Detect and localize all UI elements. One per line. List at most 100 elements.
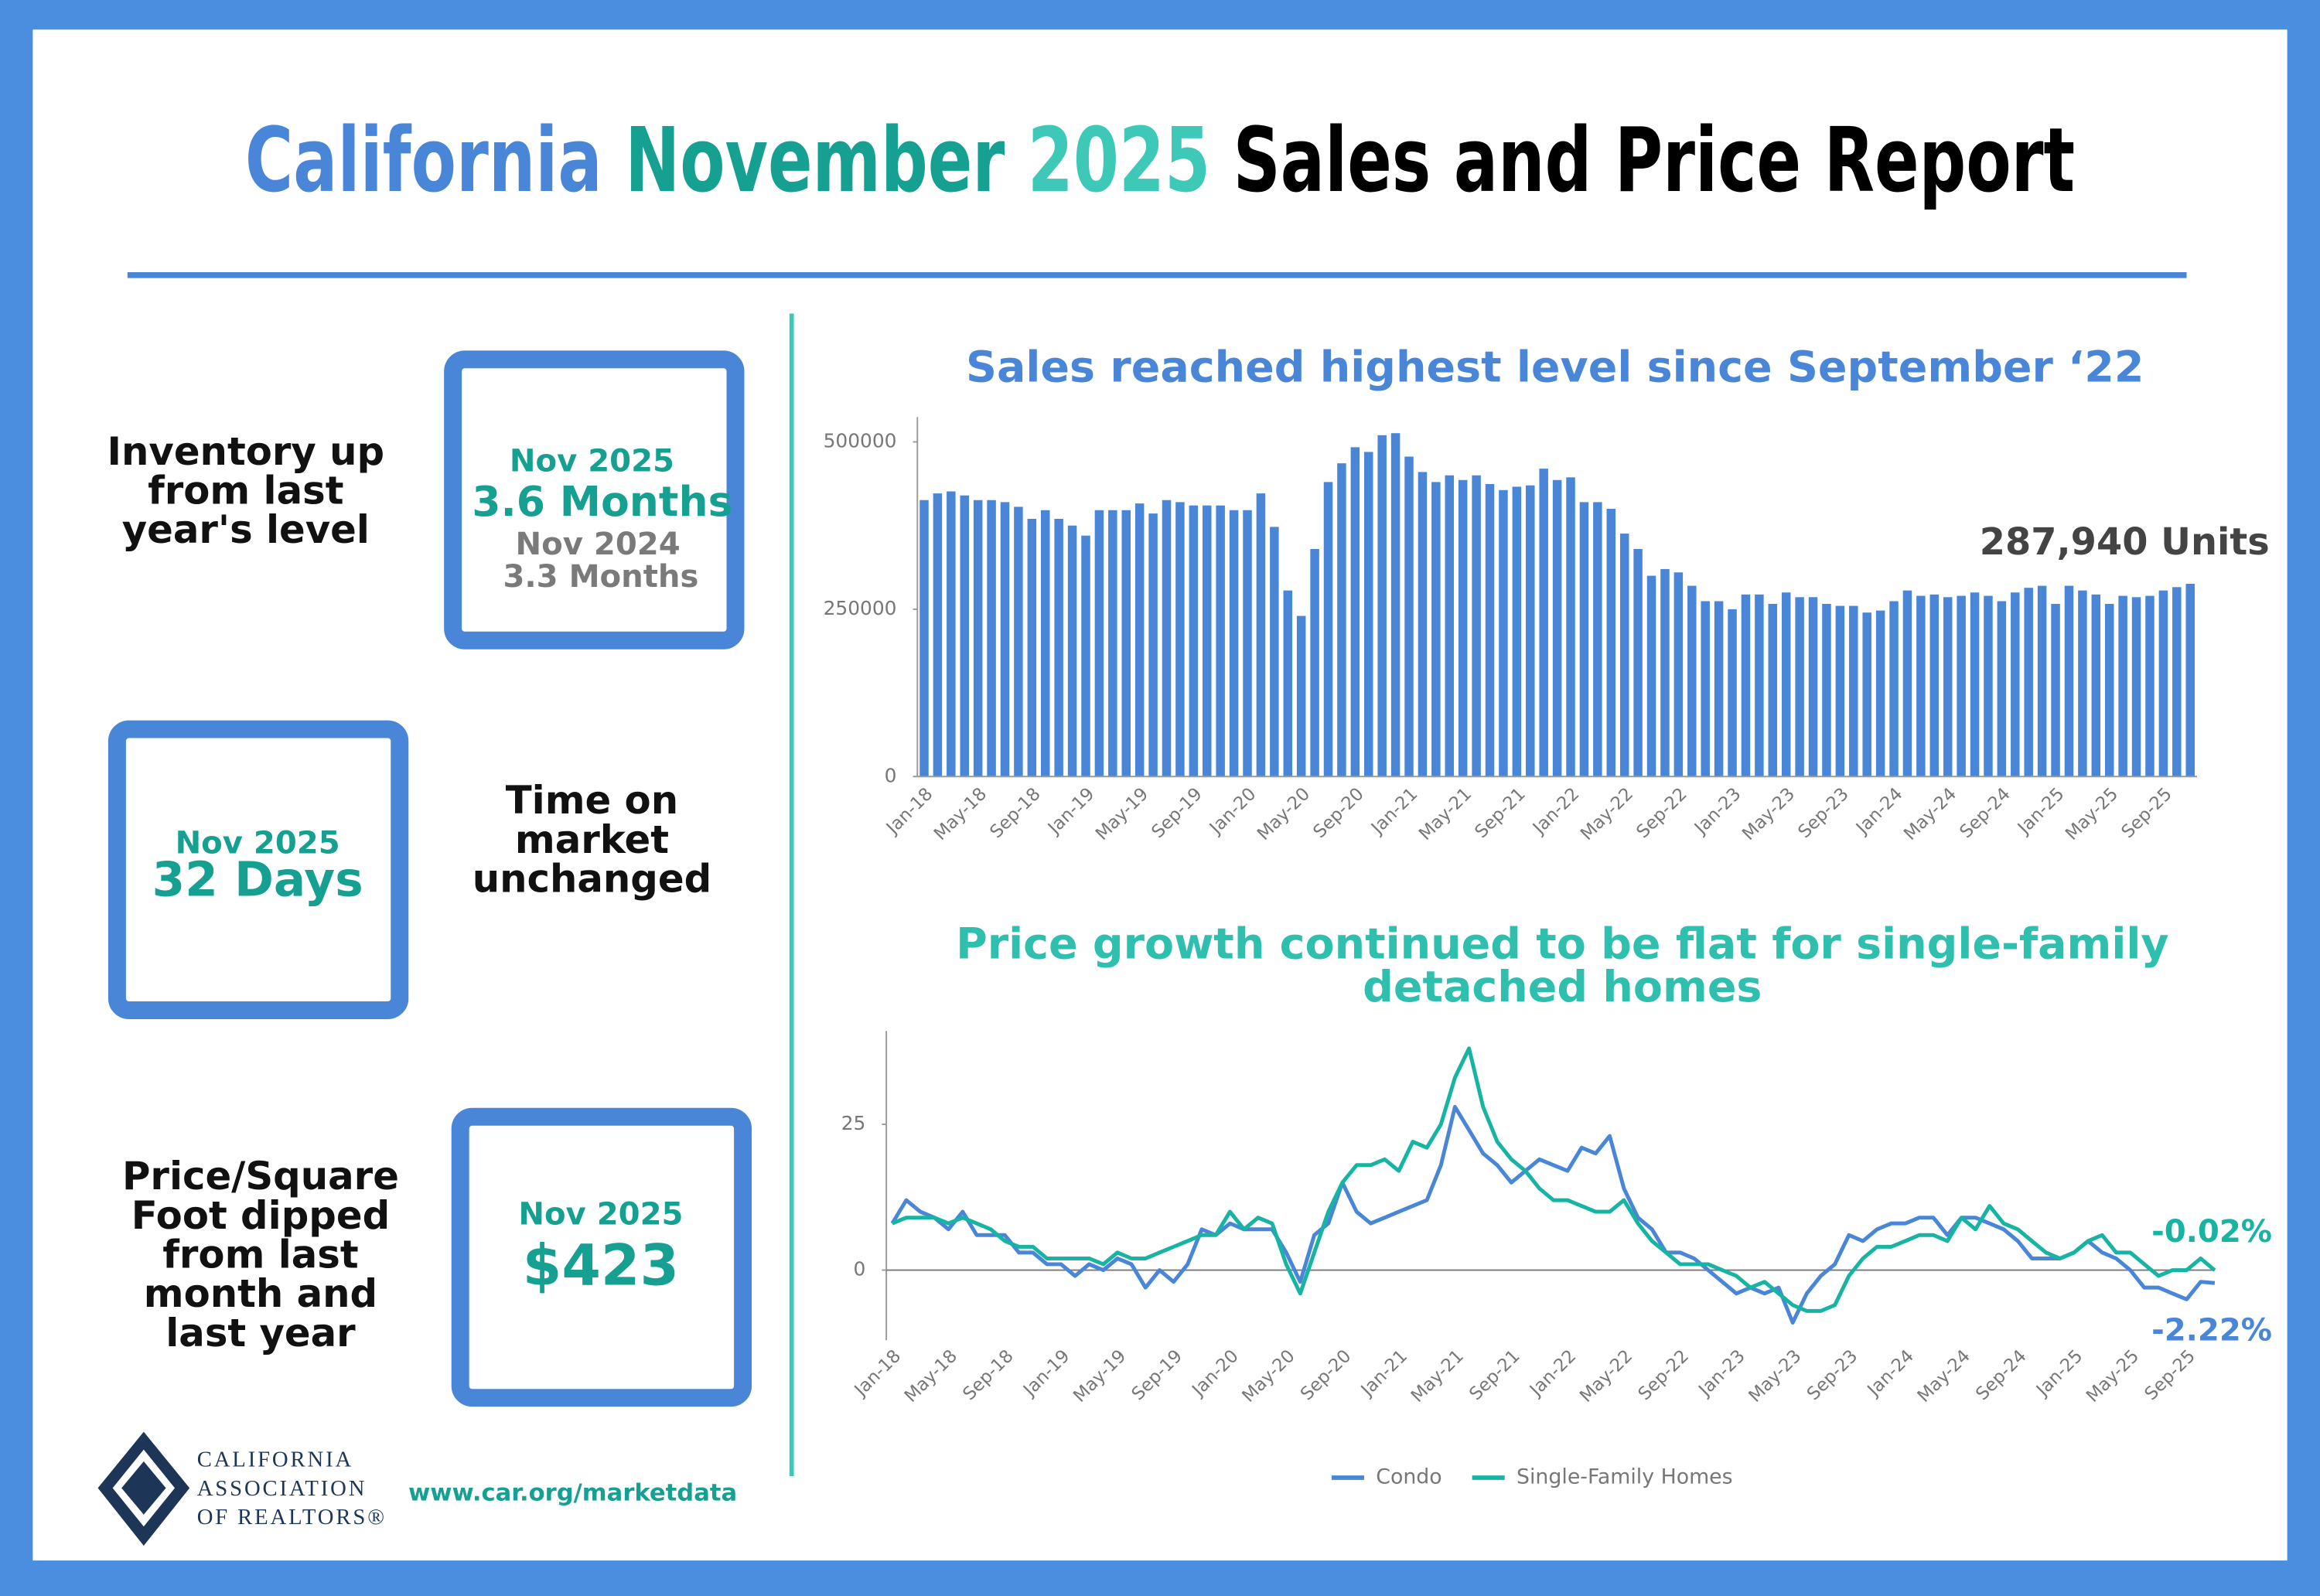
bar [2104,603,2114,777]
bar [2078,590,2087,777]
bar [1229,510,1239,777]
days-box [107,720,409,1019]
bar [1404,456,1414,777]
stat-value: 32 Days [152,853,363,908]
bar [1458,479,1468,777]
bar [1485,483,1495,777]
bar [1027,519,1037,777]
bar [1835,605,1845,777]
chart-title: Price growth continued to be flat for si… [956,919,2168,969]
bar [1875,610,1885,777]
period: Nov 2025 [510,444,674,479]
bar [1175,502,1185,777]
stat-label: market [515,817,669,862]
bar [2091,594,2101,777]
y-tick-label: 250000 [824,597,897,619]
logo-text: ASSOCIATION [197,1476,367,1501]
bar [1579,502,1589,777]
bar [2051,603,2060,777]
bar [1256,493,1266,777]
bar [1014,506,1023,777]
bar [2037,585,2047,777]
bar [1283,590,1293,777]
bar [1849,605,1858,777]
stat-label: Price/Square [122,1154,399,1199]
bar [1701,601,1710,777]
bar [1741,594,1751,777]
bar [1916,595,1926,777]
stat-value: 3.3 Months [503,559,698,595]
bar [1364,452,1373,777]
bar [2024,588,2033,777]
bar [1512,486,1522,777]
logo-text: CALIFORNIA [197,1448,353,1472]
stat-label: Foot dipped [131,1193,390,1238]
bar [1189,505,1199,777]
bar [1162,500,1172,777]
bar [1687,585,1697,777]
bar [1593,502,1602,777]
bar [1808,597,1818,777]
bar [1323,482,1333,777]
bar [1067,525,1077,777]
stat-value: $423 [523,1233,679,1298]
stat-label: Time on [506,778,678,823]
bar [2185,584,2195,777]
bar [2131,597,2141,777]
bar [960,495,969,777]
bar [1000,502,1010,777]
bar [1296,616,1306,777]
legend-label: Single-Family Homes [1517,1465,1733,1489]
stat-label: last year [165,1311,356,1356]
logo-text: OF REALTORS® [197,1505,387,1530]
stat-label: Inventory up [107,429,385,474]
bar [1997,601,2007,777]
bar [1134,503,1145,777]
bar [1108,510,1117,777]
bar [1970,592,1980,777]
title-part: California [245,109,602,213]
title-part: 2025 [1028,109,1210,213]
bar [1957,595,1966,777]
bar [1552,479,1562,777]
bar [1390,433,1401,777]
bar [1337,463,1346,777]
bar [1984,595,1993,777]
bar [1445,475,1455,777]
period: Nov 2025 [518,1196,683,1232]
legend-label: Condo [1376,1465,1441,1489]
bar [1526,485,1535,777]
annotation: 287,940 Units [1980,521,2270,564]
stat-value: 3.6 Months [472,477,732,526]
bar [2118,595,2127,777]
stat-label: from last [148,468,343,513]
bar [1646,575,1656,777]
bar [1755,594,1764,777]
bar [1566,477,1575,777]
inventory-box [444,350,745,650]
end-label: -2.22% [2151,1312,2272,1348]
bar [2064,585,2074,777]
bar [1929,594,1940,777]
y-tick-label: 500000 [824,429,897,452]
stat-label: from last [162,1232,358,1277]
bar [947,491,956,777]
bar [1862,612,1871,777]
y-tick-label: 0 [854,1258,866,1281]
bar [1714,601,1724,777]
bar [1203,505,1212,777]
bar [1081,535,1090,777]
title-part: November [625,109,1005,213]
bar [1499,489,1508,777]
bar [1350,447,1360,777]
bar [1431,482,1441,777]
bar [1606,509,1616,777]
line [890,1104,2216,1325]
bar [2011,592,2020,777]
bar [1539,469,1548,777]
bar [1216,505,1225,777]
bar [2172,587,2182,777]
stat-label: unchanged [473,857,712,902]
bar [1310,548,1319,777]
stat-label: year's level [122,507,370,552]
